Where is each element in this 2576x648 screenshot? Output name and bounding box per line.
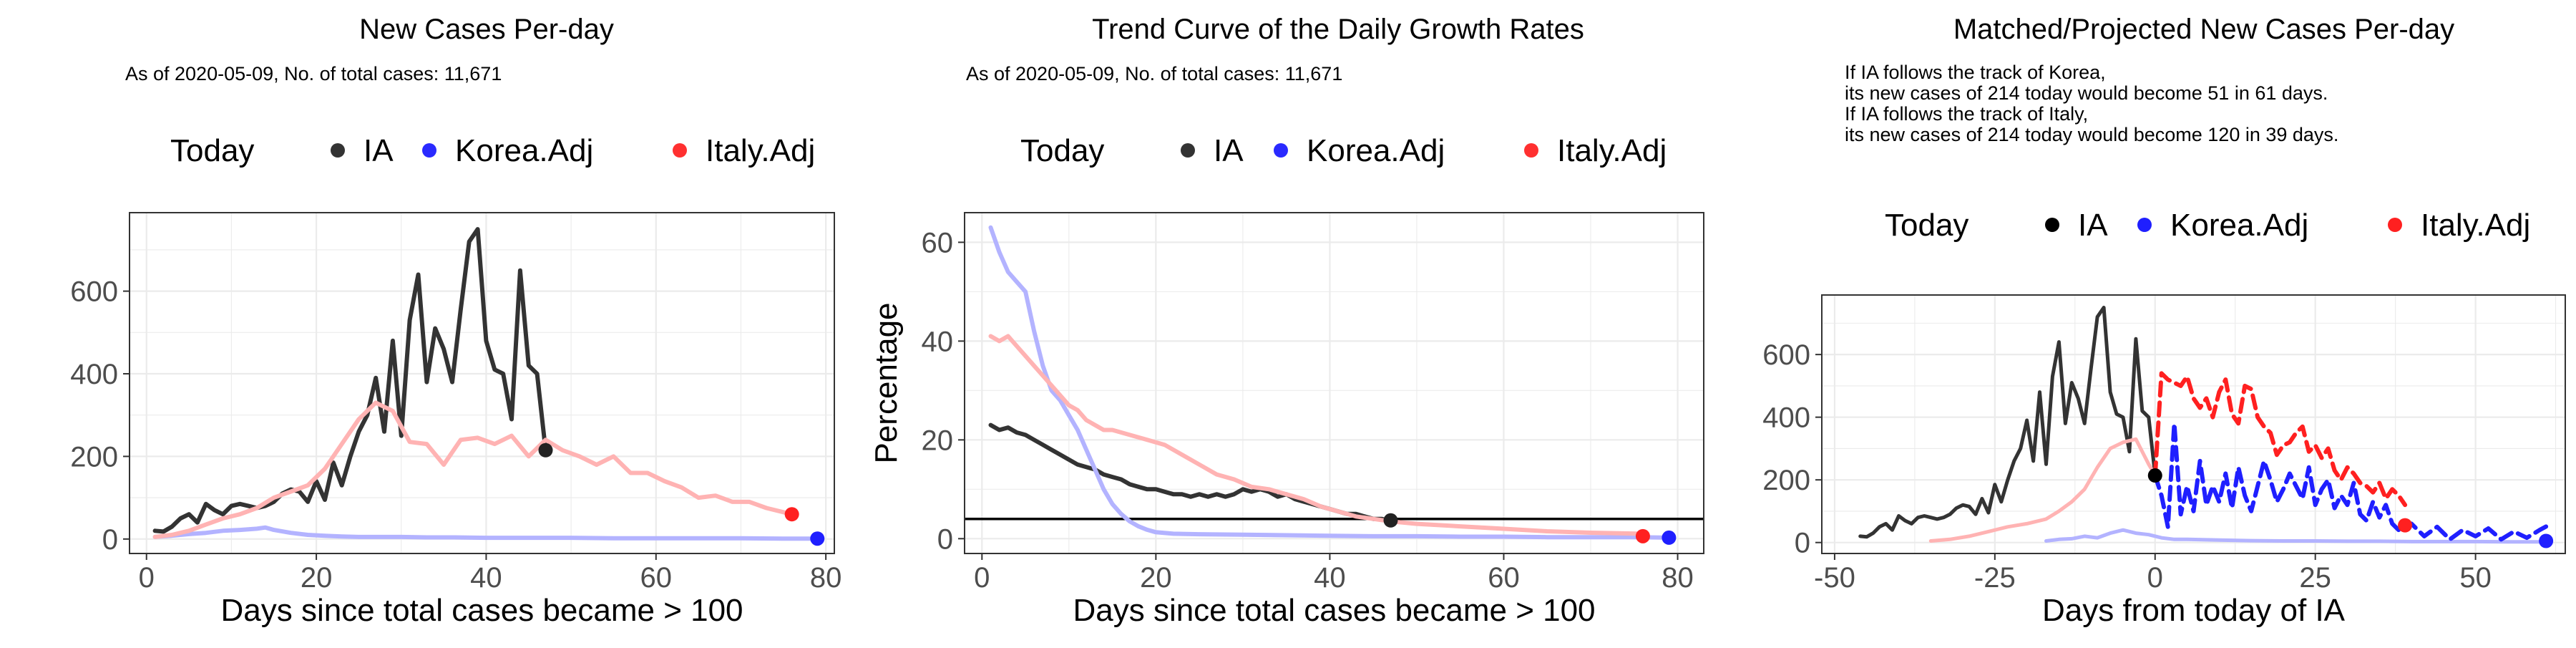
- series-line: [152, 227, 548, 534]
- legend-key: [673, 143, 687, 158]
- chart-subtitle: If IA follows the track of Korea,: [1845, 62, 2106, 83]
- y-tick-label: 600: [70, 276, 118, 308]
- legend-key: [2045, 218, 2059, 232]
- x-tick-label: 20: [301, 562, 333, 594]
- today-point: [810, 531, 825, 546]
- x-tick-label: 60: [640, 562, 673, 594]
- chart-1: New Cases Per-day As of 2020-05-09, No. o…: [70, 14, 841, 628]
- series-line: [2152, 421, 2549, 542]
- x-tick-label: 25: [2299, 562, 2331, 594]
- today-point: [538, 443, 553, 458]
- plot-border: [964, 212, 1704, 554]
- legend-label: Korea.Adj: [2170, 208, 2308, 243]
- series-group: [1858, 306, 2549, 544]
- legend: Today IA Korea.Adj Italy.Adj: [170, 133, 815, 168]
- legend-key: [2137, 218, 2152, 232]
- chart-subtitle: its new cases of 214 today would become …: [1845, 124, 2338, 145]
- series-line: [152, 400, 794, 539]
- legend-title: Today: [1885, 208, 1968, 243]
- chart-title: Trend Curve of the Daily Growth Rates: [1092, 14, 1584, 45]
- legend-label: Italy.Adj: [1557, 133, 1667, 168]
- axis-ticks: 0 20 40 60 80 0 200 400 600: [70, 276, 841, 594]
- y-tick-label: 40: [922, 326, 954, 357]
- legend-key: [1524, 143, 1538, 158]
- legend-title: Today: [170, 133, 254, 168]
- x-tick-label: 20: [1140, 562, 1172, 594]
- legend-label: Korea.Adj: [455, 133, 593, 168]
- plot-border: [129, 212, 835, 554]
- x-tick-label: 80: [810, 562, 842, 594]
- y-axis-label: Percentage: [869, 302, 904, 463]
- x-tick-label: -50: [1814, 562, 1855, 594]
- chart-title: New Cases Per-day: [359, 14, 614, 45]
- x-tick-label: 40: [470, 562, 502, 594]
- legend-label: IA: [2078, 208, 2108, 243]
- chart-2: Trend Curve of the Daily Growth Rates As …: [869, 14, 1704, 628]
- legend-title: Today: [1020, 133, 1104, 168]
- x-tick-label: 80: [1662, 562, 1694, 594]
- legend-label: IA: [1214, 133, 1244, 168]
- x-tick-label: 0: [974, 562, 990, 594]
- legend-label: IA: [364, 133, 394, 168]
- today-point: [1662, 530, 1677, 545]
- y-tick-label: 400: [1762, 402, 1810, 434]
- x-tick-label: 0: [2147, 562, 2163, 594]
- x-tick-label: 0: [139, 562, 155, 594]
- today-point: [784, 507, 799, 522]
- legend: Today IA Korea.Adj Italy.Adj: [1885, 208, 2530, 243]
- chart-subtitle: As of 2020-05-09, No. of total cases: 11…: [966, 63, 1342, 84]
- today-point: [2539, 533, 2554, 548]
- plot-border: [1821, 294, 2566, 554]
- x-axis-label: Days from today of IA: [2042, 593, 2346, 628]
- legend-label: Italy.Adj: [2421, 208, 2530, 243]
- y-tick-label: 600: [1762, 339, 1810, 371]
- chart-subtitle: As of 2020-05-09, No. of total cases: 11…: [125, 63, 502, 84]
- axis-ticks: 0 20 40 60 80 0 20 40 60: [922, 227, 1694, 594]
- plot-area: [1822, 295, 2565, 553]
- y-tick-label: 60: [922, 227, 954, 258]
- series-line: [1858, 306, 2157, 539]
- y-tick-label: 0: [1795, 528, 1810, 559]
- legend-key: [1181, 143, 1195, 158]
- legend-label: Korea.Adj: [1307, 133, 1445, 168]
- legend: Today IA Korea.Adj Italy.Adj: [1020, 133, 1667, 168]
- today-point: [1635, 528, 1650, 543]
- chart-subtitle: its new cases of 214 today would become …: [1845, 82, 2328, 104]
- chart-3: Matched/Projected New Cases Per-day If IA…: [1762, 14, 2566, 628]
- y-tick-label: 400: [70, 359, 118, 390]
- legend-key: [1274, 143, 1288, 158]
- chart-title: Matched/Projected New Cases Per-day: [1953, 14, 2454, 45]
- axis-ticks: -50 -25 0 25 50 0 200 400 600: [1762, 339, 2492, 594]
- series-line: [988, 225, 1672, 540]
- gridlines: [965, 213, 1704, 553]
- x-tick-label: -25: [1974, 562, 2016, 594]
- plot-area: [965, 213, 1704, 553]
- today-point: [2147, 468, 2162, 483]
- legend-label: Italy.Adj: [706, 133, 815, 168]
- y-tick-label: 200: [1762, 465, 1810, 496]
- today-point: [1383, 513, 1398, 528]
- x-axis-label: Days since total cases became > 100: [220, 593, 743, 628]
- series-line: [1928, 437, 2157, 543]
- chart-subtitle: If IA follows the track of Italy,: [1845, 103, 2088, 125]
- series-line: [2044, 528, 2542, 544]
- legend-key: [422, 143, 436, 158]
- series-line: [2152, 371, 2408, 508]
- y-tick-label: 200: [70, 441, 118, 473]
- x-tick-label: 50: [2459, 562, 2492, 594]
- y-tick-label: 0: [102, 524, 118, 556]
- legend-key: [2388, 218, 2402, 232]
- x-tick-label: 60: [1488, 562, 1520, 594]
- x-tick-label: 40: [1314, 562, 1346, 594]
- series-group: [152, 227, 820, 541]
- today-point: [2398, 518, 2413, 533]
- y-tick-label: 0: [937, 523, 953, 555]
- series-line: [152, 525, 820, 541]
- legend-key: [331, 143, 345, 158]
- y-tick-label: 20: [922, 425, 954, 456]
- x-axis-label: Days since total cases became > 100: [1073, 593, 1595, 628]
